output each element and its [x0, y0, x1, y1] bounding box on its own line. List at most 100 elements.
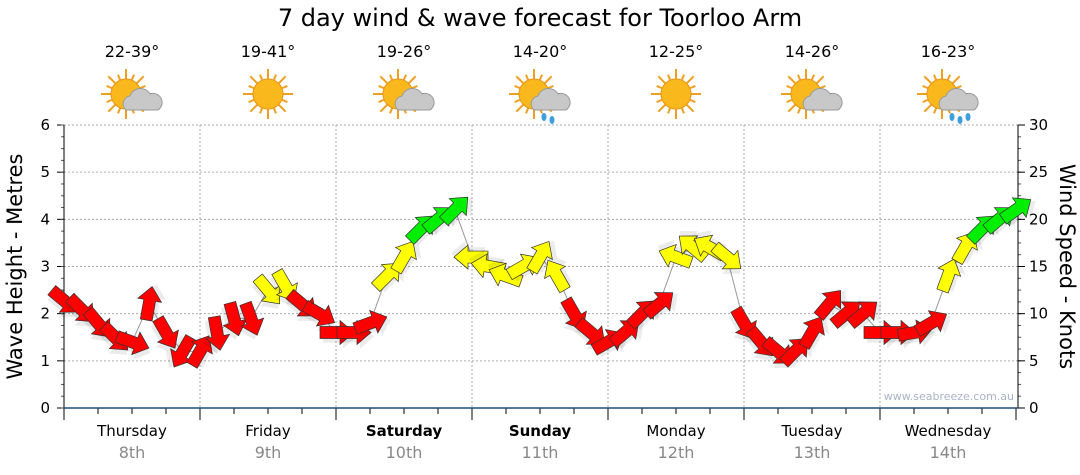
sun-ray — [656, 98, 663, 103]
sun-ray — [815, 75, 825, 85]
sun-ray — [922, 85, 929, 90]
sun-ray — [525, 74, 530, 81]
day-label: Sunday — [509, 422, 572, 440]
day-temp-range: 14-26° — [784, 42, 840, 61]
wind-arrow-shape — [798, 316, 825, 350]
wind-arrow — [846, 301, 882, 330]
sun-ray — [248, 85, 255, 90]
date-label: 8th — [119, 443, 146, 462]
sun-ray — [515, 103, 525, 113]
wind-arrow-shape — [152, 315, 179, 349]
date-label: 13th — [794, 443, 831, 462]
wind-arrow — [608, 320, 644, 349]
sun-ray — [249, 75, 259, 85]
wind-arrow — [936, 257, 966, 294]
sun-ray — [107, 75, 117, 85]
sun-disc — [252, 78, 284, 110]
sun-ray — [379, 75, 389, 85]
wind-arrow — [526, 240, 558, 275]
sun-disc — [660, 78, 692, 110]
wind-arrow-shape — [222, 300, 248, 337]
wind-arrow — [438, 196, 473, 227]
left-axis-label: Wave Height - Metres — [3, 154, 27, 380]
left-tick-label: 0 — [40, 399, 50, 417]
sun-ray — [657, 103, 667, 113]
sun-ray — [402, 74, 407, 81]
wind-arrow — [251, 273, 281, 309]
wind-arrow — [913, 310, 952, 339]
wind-arrow — [390, 240, 422, 275]
sun-ray — [378, 98, 385, 103]
sun-ray — [135, 75, 145, 85]
date-label: 14th — [930, 443, 967, 462]
cloud-shape — [530, 88, 571, 111]
partly-cloudy-icon — [373, 69, 435, 119]
rain-drop — [949, 113, 955, 121]
right-tick-label: 25 — [1029, 163, 1048, 181]
wind-arrow — [813, 290, 846, 321]
wind-arrow-shape — [710, 241, 742, 270]
wind-arrow — [657, 239, 694, 269]
showers-icon — [509, 69, 571, 124]
sun-ray — [797, 74, 802, 81]
wind-arrow-shape — [438, 196, 469, 226]
wind-arrow-shape — [813, 290, 842, 321]
sunny-icon — [243, 69, 293, 119]
sun-ray — [933, 107, 938, 114]
sun-ray — [946, 74, 951, 81]
sun-ray — [685, 103, 695, 113]
sun-ray — [819, 85, 826, 90]
sun-ray — [117, 107, 122, 114]
sun-ray — [525, 107, 530, 114]
wind-arrow — [352, 309, 392, 337]
wind-arrow-shape — [205, 315, 231, 351]
wind-arrow — [998, 197, 1036, 226]
right-tick-label: 5 — [1029, 352, 1039, 370]
wind-arrow — [710, 241, 742, 274]
day-temp-range: 12-25° — [648, 42, 704, 61]
rain-drop — [549, 116, 555, 124]
sun-ray — [951, 75, 961, 85]
wind-arrow-shape — [544, 259, 571, 294]
rain-drop — [541, 113, 547, 121]
wind-arrow-shape — [137, 285, 163, 322]
cloud-shape — [938, 88, 979, 111]
left-tick-label: 2 — [40, 305, 50, 323]
wind-arrow — [798, 316, 830, 350]
sun-ray — [272, 74, 277, 81]
sunny-icon — [651, 69, 701, 119]
chart-title: 7 day wind & wave forecast for Toorloo A… — [277, 4, 803, 32]
day-label: Wednesday — [905, 422, 992, 440]
date-label: 12th — [658, 443, 695, 462]
wind-arrow-shape — [352, 309, 388, 335]
wind-arrow-shape — [526, 241, 553, 275]
day-label: Tuesday — [780, 422, 842, 440]
cloud-shape — [394, 88, 435, 111]
day-temp-range: 19-26° — [376, 42, 432, 61]
sun-ray — [389, 74, 394, 81]
left-tick-label: 1 — [40, 352, 50, 370]
sun-ray — [389, 107, 394, 114]
sun-ray — [106, 85, 113, 90]
sun-ray — [787, 103, 797, 113]
sun-ray — [259, 74, 264, 81]
sun-ray — [680, 74, 685, 81]
sun-ray — [259, 107, 264, 114]
sun-ray — [933, 74, 938, 81]
wind-arrow — [150, 315, 179, 353]
sun-ray — [514, 98, 521, 103]
wind-arrow — [137, 284, 166, 322]
wind-arrow — [220, 300, 248, 340]
day-temp-range: 19-41° — [240, 42, 296, 61]
date-label: 9th — [255, 443, 282, 462]
rain-drop — [957, 116, 963, 124]
sun-ray — [514, 85, 521, 90]
wind-arrow — [544, 255, 573, 294]
cloud-shape — [802, 88, 843, 111]
wind-arrow-shape — [642, 292, 674, 320]
wind-arrow-shape — [390, 241, 417, 275]
sun-ray — [547, 85, 554, 90]
sun-ray — [139, 85, 146, 90]
sun-ray — [787, 75, 797, 85]
